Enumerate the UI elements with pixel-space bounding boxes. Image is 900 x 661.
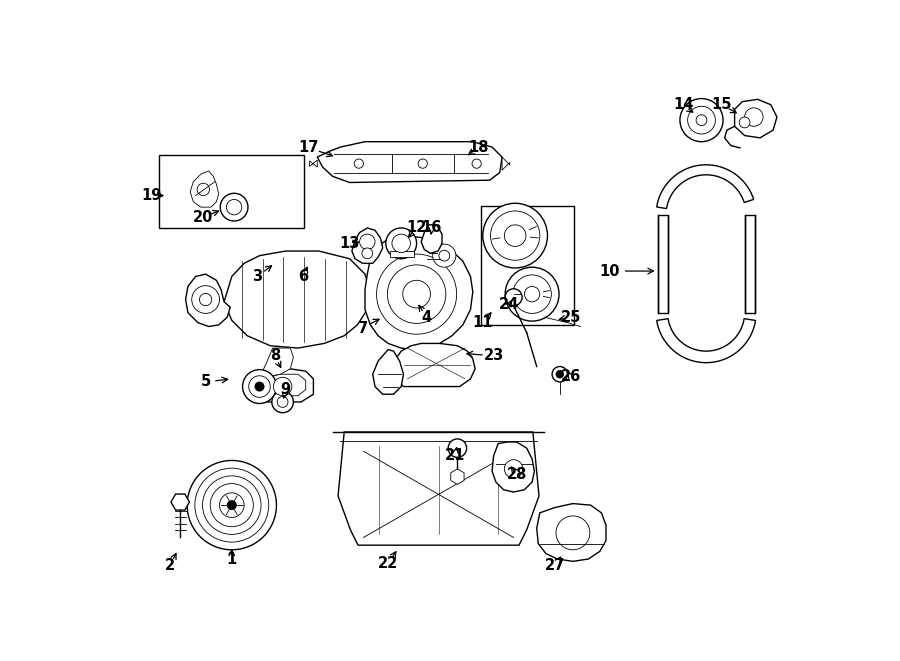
Circle shape [402, 280, 430, 308]
Polygon shape [224, 251, 371, 348]
Circle shape [376, 254, 456, 334]
Circle shape [387, 265, 446, 323]
Circle shape [744, 108, 763, 126]
Text: 5: 5 [201, 374, 211, 389]
Circle shape [227, 200, 242, 215]
Text: 10: 10 [598, 264, 619, 278]
Text: 25: 25 [561, 310, 581, 325]
Circle shape [386, 228, 417, 258]
Polygon shape [502, 157, 509, 170]
Text: 3: 3 [252, 269, 262, 284]
Circle shape [220, 493, 244, 518]
Circle shape [556, 370, 563, 378]
Circle shape [448, 439, 466, 457]
Circle shape [433, 244, 456, 267]
Circle shape [525, 286, 540, 302]
Text: 26: 26 [561, 369, 581, 384]
Polygon shape [393, 344, 475, 387]
Text: 24: 24 [499, 297, 519, 313]
Circle shape [197, 183, 210, 196]
Circle shape [439, 251, 450, 261]
Text: 1: 1 [227, 551, 237, 566]
Circle shape [392, 234, 410, 253]
Circle shape [227, 500, 237, 510]
Polygon shape [365, 235, 472, 350]
Circle shape [187, 461, 276, 550]
Text: 8: 8 [270, 348, 280, 364]
Circle shape [274, 377, 292, 396]
Circle shape [505, 267, 559, 321]
Polygon shape [391, 251, 413, 257]
Text: 27: 27 [545, 558, 565, 572]
Circle shape [505, 289, 522, 305]
Polygon shape [352, 228, 382, 263]
Text: 17: 17 [299, 140, 319, 155]
Polygon shape [310, 160, 318, 167]
Circle shape [255, 382, 264, 391]
Text: 9: 9 [281, 382, 291, 397]
Bar [481, 206, 574, 325]
Polygon shape [744, 215, 755, 313]
Polygon shape [492, 442, 535, 492]
Circle shape [739, 117, 750, 128]
Circle shape [211, 484, 254, 527]
Text: 13: 13 [339, 236, 360, 251]
Circle shape [360, 234, 375, 249]
Polygon shape [185, 274, 230, 327]
Text: 15: 15 [711, 97, 732, 112]
Circle shape [680, 98, 723, 141]
Text: 22: 22 [378, 556, 398, 571]
Text: 7: 7 [357, 321, 368, 336]
Text: 14: 14 [673, 97, 693, 112]
Circle shape [362, 248, 373, 258]
Polygon shape [261, 374, 306, 396]
Bar [159, 155, 304, 228]
Text: 2: 2 [165, 558, 176, 572]
Circle shape [504, 459, 523, 478]
Polygon shape [263, 348, 293, 377]
Text: 23: 23 [483, 348, 504, 364]
Text: 11: 11 [472, 315, 493, 330]
Text: 20: 20 [194, 210, 213, 225]
Polygon shape [373, 350, 403, 394]
Polygon shape [657, 165, 753, 209]
Circle shape [272, 391, 293, 412]
Polygon shape [658, 215, 668, 313]
Polygon shape [657, 319, 755, 363]
Circle shape [482, 204, 547, 268]
Circle shape [688, 106, 716, 134]
Circle shape [248, 375, 270, 397]
Polygon shape [318, 141, 502, 182]
Text: 16: 16 [422, 220, 442, 235]
Circle shape [418, 159, 427, 169]
Circle shape [513, 275, 552, 313]
Text: 18: 18 [468, 140, 489, 155]
Circle shape [491, 211, 540, 260]
Circle shape [220, 193, 248, 221]
Polygon shape [421, 225, 442, 253]
Polygon shape [252, 369, 313, 402]
Circle shape [243, 369, 276, 403]
Circle shape [192, 286, 220, 313]
Text: 6: 6 [298, 269, 309, 284]
Circle shape [355, 159, 364, 169]
Text: 12: 12 [407, 220, 427, 235]
Circle shape [202, 476, 261, 534]
Circle shape [277, 397, 288, 407]
Text: 19: 19 [141, 188, 162, 203]
Circle shape [200, 293, 212, 305]
Circle shape [472, 159, 482, 169]
Text: 28: 28 [507, 467, 526, 482]
Circle shape [552, 367, 568, 382]
Circle shape [504, 225, 526, 247]
Circle shape [556, 516, 590, 550]
Polygon shape [338, 432, 539, 545]
Text: 4: 4 [421, 310, 432, 325]
Polygon shape [190, 171, 219, 207]
Circle shape [194, 468, 269, 542]
Circle shape [696, 115, 706, 126]
Text: 21: 21 [445, 448, 465, 463]
Polygon shape [536, 504, 606, 561]
Polygon shape [734, 99, 777, 138]
